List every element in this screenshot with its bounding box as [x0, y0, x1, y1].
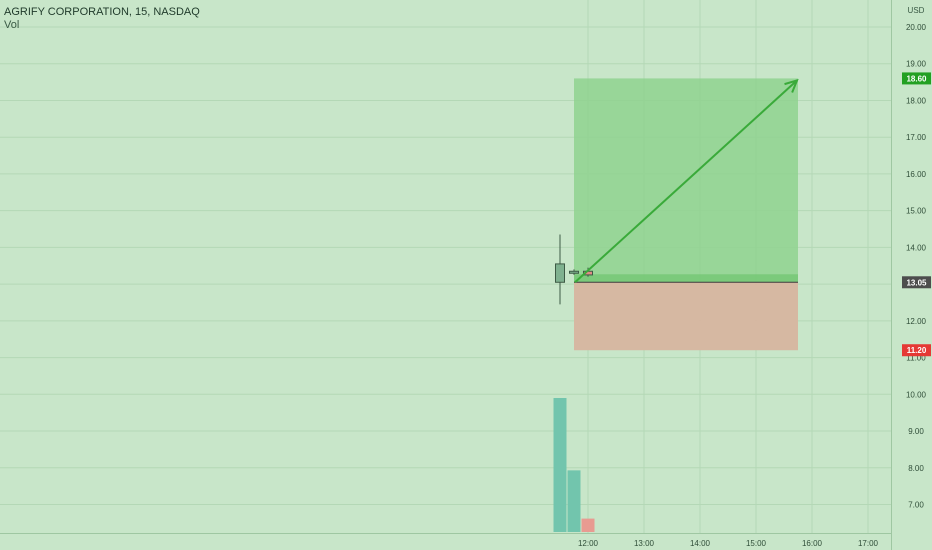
candle-body — [555, 263, 565, 283]
stop-price-badge-background — [902, 344, 931, 357]
currency-label: USD — [908, 6, 925, 15]
legend-volume: Vol — [4, 19, 20, 31]
y-tick-label: 19.00 — [906, 60, 927, 69]
x-tick-label: 13:00 — [634, 539, 655, 548]
volume-bar — [581, 518, 595, 532]
y-tick-label: 9.00 — [908, 427, 924, 436]
x-tick-label: 14:00 — [690, 539, 711, 548]
y-tick-label: 20.00 — [906, 23, 927, 32]
trend-arrow[interactable] — [574, 79, 798, 284]
y-tick-label: 7.00 — [908, 501, 924, 510]
profit-zone-highlight — [574, 274, 798, 283]
volume-bar — [553, 398, 567, 532]
stop-price-badge: 11.20 — [907, 346, 927, 355]
y-tick-label: 18.00 — [906, 96, 927, 105]
y-tick-label: 16.00 — [906, 170, 927, 179]
x-tick-label: 15:00 — [746, 539, 767, 548]
y-tick-label: 12.00 — [906, 317, 927, 326]
y-tick-label: 8.00 — [908, 464, 924, 473]
y-tick-label: 15.00 — [906, 207, 927, 216]
x-tick-label: 12:00 — [578, 539, 599, 548]
y-tick-label: 17.00 — [906, 133, 927, 142]
entry-price-badge-background — [902, 276, 931, 289]
candle-body — [569, 270, 579, 274]
x-tick-label: 16:00 — [802, 539, 823, 548]
y-tick-label: 10.00 — [906, 390, 927, 399]
entry-price-badge: 13.05 — [906, 278, 927, 287]
target-price-badge: 18.60 — [906, 74, 927, 83]
volume-bar — [567, 470, 581, 532]
y-tick-label: 14.00 — [906, 243, 927, 252]
y-tick-label: 11.00 — [906, 354, 926, 363]
legend-symbol: AGRIFY CORPORATION, 15, NASDAQ — [4, 6, 200, 18]
trend-arrow-head — [784, 78, 799, 93]
target-price-badge-background — [902, 72, 931, 85]
x-tick-label: 17:00 — [858, 539, 879, 548]
loss-zone[interactable] — [574, 282, 798, 351]
